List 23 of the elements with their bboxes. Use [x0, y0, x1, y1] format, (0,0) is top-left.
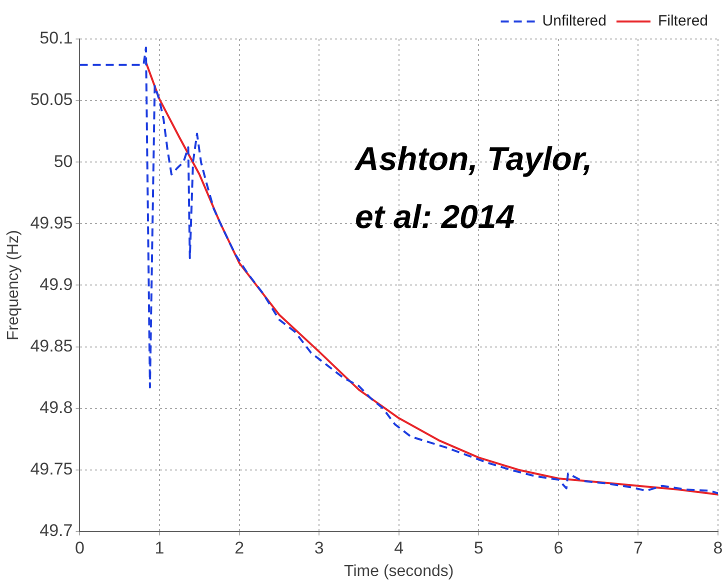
x-tick-label: 2	[234, 538, 244, 558]
y-axis-title: Frequency (Hz)	[5, 230, 22, 340]
legend-label: Filtered	[658, 12, 708, 30]
annotation: Ashton, Taylor, et al: 2014	[355, 139, 594, 237]
y-tick-label: 49.7	[40, 521, 73, 540]
x-tick-label: 5	[474, 538, 484, 558]
y-tick-label: 49.8	[40, 398, 73, 417]
x-tick-label: 6	[554, 538, 564, 558]
x-tick-label: 8	[713, 538, 723, 558]
y-tick-label: 49.95	[30, 213, 73, 232]
x-axis-title: Time (seconds)	[344, 562, 454, 580]
y-tick-label: 50	[54, 152, 73, 171]
x-tick-label: 4	[394, 538, 404, 558]
y-tick-label: 50.05	[30, 90, 73, 110]
x-tick-label: 0	[75, 538, 84, 558]
x-tick-label: 1	[154, 538, 164, 558]
legend-label: Unfiltered	[542, 12, 606, 30]
x-tick-label: 7	[633, 538, 643, 558]
y-tick-label: 49.9	[40, 274, 73, 294]
y-tick-label: 49.85	[30, 336, 73, 356]
y-tick-label: 49.75	[30, 460, 73, 479]
y-tick-label: 50.1	[40, 28, 73, 48]
x-tick-label: 3	[314, 538, 324, 558]
